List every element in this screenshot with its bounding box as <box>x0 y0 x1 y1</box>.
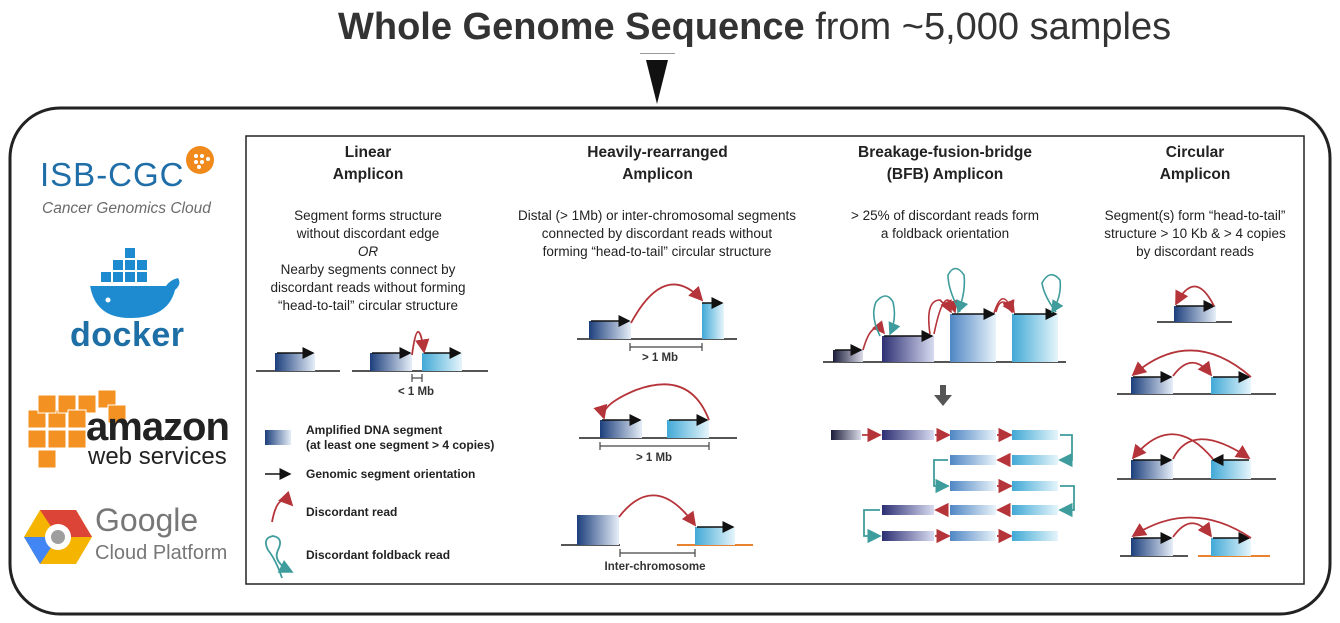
linear-title: Linear Amplicon <box>332 144 404 183</box>
google-logo: Google <box>95 502 199 538</box>
docker-whale-icon <box>90 248 180 318</box>
heavily-rearranged-diagram-3 <box>561 494 753 557</box>
docker-logo: docker <box>70 316 185 354</box>
circular-diagram-4 <box>1120 516 1270 557</box>
linear-amplicon-diagram <box>256 330 488 382</box>
isb-cgc-logo-icon <box>186 146 214 174</box>
distance-label-1: > 1 Mb <box>641 352 679 364</box>
bfb-title: Breakage-fusion-bridge (BFB) Amplicon <box>858 144 1032 183</box>
distance-label-2: > 1 Mb <box>635 452 673 464</box>
circular-title: Circular Amplicon <box>1159 144 1231 183</box>
isb-cgc-logo: ISB-CGC <box>40 156 185 193</box>
google-cloud-icon <box>24 510 92 564</box>
aws-logo-sub: web services <box>88 443 227 470</box>
circular-description: Segment(s) form “head-to-tail” structure… <box>1104 208 1286 259</box>
legend-discordant: Discordant read <box>306 505 398 519</box>
heavily-rearranged-diagram-1 <box>577 283 737 351</box>
inner-frame <box>245 135 1305 585</box>
circular-diagram-2 <box>1117 349 1276 395</box>
linear-description: Segment forms structure without discorda… <box>270 208 466 313</box>
linear-distance-label: < 1 Mb <box>397 386 435 398</box>
legend-segment: Amplified DNA segment (at least one segme… <box>306 423 495 452</box>
heavily-rearranged-title: Heavily-rearranged Amplicon <box>587 144 728 183</box>
aws-cubes-icon <box>27 389 127 469</box>
down-arrow-icon <box>646 60 668 104</box>
bfb-diagram <box>823 267 1075 544</box>
legend-foldback: Discordant foldback read <box>306 548 451 562</box>
amazon-logo: amazon <box>86 405 230 449</box>
legend-graphics <box>264 430 294 579</box>
gcp-logo-sub: Cloud Platform <box>95 542 228 564</box>
circular-diagram-3 <box>1117 433 1276 480</box>
distance-label-3: Inter-chromosome <box>604 561 706 573</box>
page-title: Whole Genome Sequence from ~5,000 sample… <box>338 6 1172 48</box>
circular-diagram-1 <box>1157 285 1232 323</box>
outer-frame <box>8 106 1332 616</box>
bfb-description: > 25% of discordant reads form a foldbac… <box>851 208 1039 241</box>
title-underline <box>640 53 675 54</box>
legend-orientation: Genomic segment orientation <box>306 467 476 481</box>
heavily-rearranged-description: Distal (> 1Mb) or inter-chromosomal segm… <box>518 208 796 259</box>
isb-cgc-subtitle: Cancer Genomics Cloud <box>42 200 211 217</box>
heavily-rearranged-diagram-2 <box>579 383 737 450</box>
